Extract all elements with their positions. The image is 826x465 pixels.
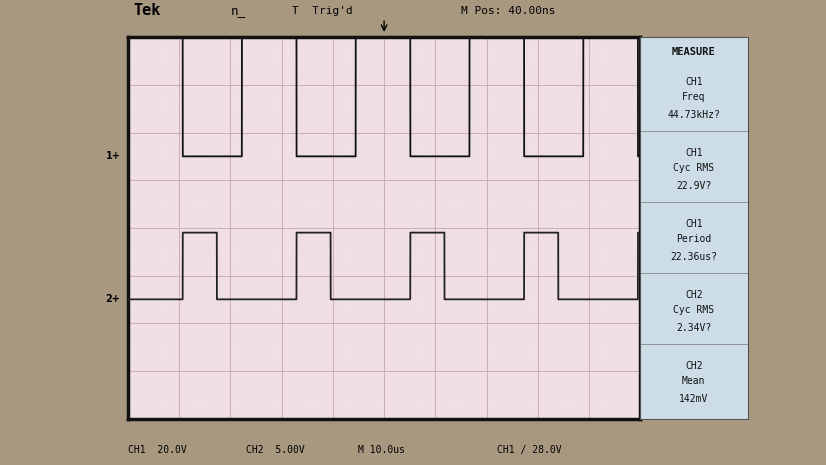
Text: Tek: Tek bbox=[133, 3, 160, 19]
Text: CH1: CH1 bbox=[685, 148, 703, 158]
Text: n_: n_ bbox=[230, 5, 245, 18]
Text: M 10.0us: M 10.0us bbox=[358, 445, 406, 455]
Text: 44.73kHz?: 44.73kHz? bbox=[667, 110, 720, 120]
Text: CH1 / 28.0V: CH1 / 28.0V bbox=[496, 445, 562, 455]
Text: Cyc RMS: Cyc RMS bbox=[673, 305, 714, 315]
Text: 22.9V?: 22.9V? bbox=[676, 181, 711, 191]
Text: CH1: CH1 bbox=[685, 77, 703, 87]
Text: Cyc RMS: Cyc RMS bbox=[673, 163, 714, 173]
Text: M Pos: 40.00ns: M Pos: 40.00ns bbox=[461, 6, 555, 16]
Text: 1+: 1+ bbox=[106, 151, 121, 161]
Text: CH1: CH1 bbox=[685, 219, 703, 229]
Text: 2.34V?: 2.34V? bbox=[676, 323, 711, 333]
Text: CH2  5.00V: CH2 5.00V bbox=[246, 445, 305, 455]
Text: MEASURE: MEASURE bbox=[672, 47, 715, 57]
Text: Period: Period bbox=[676, 234, 711, 244]
Text: CH1  20.0V: CH1 20.0V bbox=[128, 445, 187, 455]
Text: Freq: Freq bbox=[682, 93, 705, 102]
Text: 2+: 2+ bbox=[106, 294, 121, 305]
Text: T  Trig'd: T Trig'd bbox=[292, 6, 353, 16]
Text: CH2: CH2 bbox=[685, 361, 703, 371]
Text: Mean: Mean bbox=[682, 376, 705, 386]
Text: 22.36us?: 22.36us? bbox=[671, 252, 717, 262]
Text: CH2: CH2 bbox=[685, 290, 703, 300]
Text: 142mV: 142mV bbox=[679, 394, 709, 404]
